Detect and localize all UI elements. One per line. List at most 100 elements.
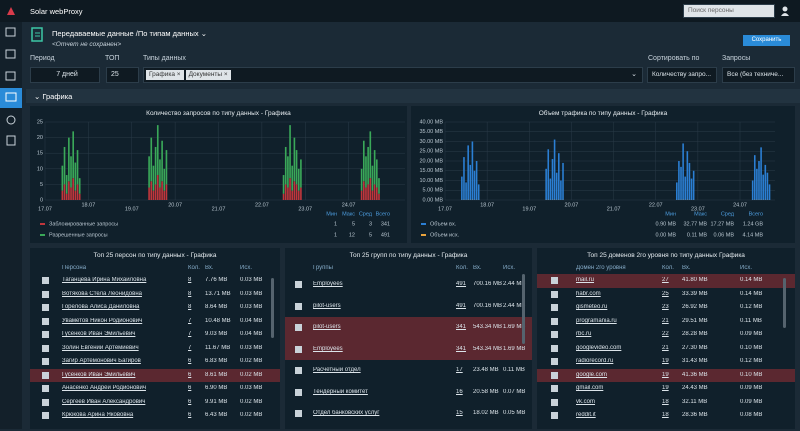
section-title[interactable]: ⌄ Графика: [34, 92, 72, 101]
row-cell[interactable]: 7: [188, 345, 205, 352]
save-button[interactable]: Сохранить: [743, 35, 790, 46]
row-cell[interactable]: 8: [188, 277, 205, 284]
row-name[interactable]: Тендерный комитет: [313, 389, 456, 396]
scrollbar[interactable]: [783, 278, 786, 328]
row-name[interactable]: Employees: [313, 281, 456, 288]
row-cell[interactable]: 7: [188, 331, 205, 338]
row-cell[interactable]: 341: [456, 346, 473, 353]
row-name[interactable]: habr.com: [576, 291, 662, 298]
search[interactable]: Поиск персоны: [683, 4, 775, 18]
row-cell[interactable]: 6: [188, 412, 205, 419]
row-cell[interactable]: 21: [662, 345, 682, 352]
row-name[interactable]: Расчетный отдел: [313, 367, 456, 374]
row-name[interactable]: vk.com: [576, 399, 662, 406]
row-name[interactable]: reddit.it: [576, 412, 662, 419]
section-bar[interactable]: [26, 89, 800, 103]
row-name[interactable]: Вотякова Стела Леонидовна: [62, 291, 188, 298]
row-cell[interactable]: 8: [188, 291, 205, 298]
row-cell[interactable]: 23: [662, 304, 682, 311]
row-name[interactable]: google.com: [576, 372, 662, 379]
row-name[interactable]: Загир Артемонович Багиров: [62, 358, 188, 365]
row-cell[interactable]: 25: [662, 291, 682, 298]
requests-select[interactable]: Все (без техниче...: [722, 67, 795, 83]
row-cell[interactable]: 19: [662, 385, 682, 392]
types-input[interactable]: Графика ×Документы ×⌄: [143, 67, 643, 83]
row-name[interactable]: radiorecord.ru: [576, 358, 662, 365]
report-title[interactable]: Передаваемые данные /По типам данных ⌄: [52, 29, 207, 38]
row-name[interactable]: Таганцева Ирина Михайловна: [62, 277, 188, 284]
scrollbar[interactable]: [271, 278, 274, 338]
row-name[interactable]: pilot-users: [313, 324, 456, 331]
user-icon[interactable]: [780, 5, 792, 17]
row-name[interactable]: gmail.com: [576, 385, 662, 392]
row-cell[interactable]: 18: [662, 412, 682, 419]
row-name[interactable]: rbc.ru: [576, 331, 662, 338]
row-name[interactable]: Крюкова Арина Якововна: [62, 412, 188, 419]
row-cell[interactable]: 341: [456, 324, 473, 331]
row-cell[interactable]: 6: [188, 372, 205, 379]
row-cell[interactable]: 27: [662, 277, 682, 284]
type-tag[interactable]: Графика ×: [146, 70, 184, 80]
row-cell[interactable]: 6: [188, 385, 205, 392]
row-name[interactable]: Employees: [313, 346, 456, 353]
sort-select[interactable]: Количеству запро...: [647, 67, 717, 83]
row-cell[interactable]: 19: [662, 372, 682, 379]
row-name[interactable]: pilot-users: [313, 303, 456, 310]
row-cell[interactable]: 6: [188, 358, 205, 365]
row-name[interactable]: mail.ru: [576, 277, 662, 284]
row-name[interactable]: Горелова Алиса Даниловна: [62, 304, 188, 311]
row-cell[interactable]: 18: [662, 399, 682, 406]
row-cell[interactable]: 19: [662, 358, 682, 365]
row-name[interactable]: Уваметов Никон Родионович: [62, 318, 188, 325]
row-cell[interactable]: 22: [662, 331, 682, 338]
row-cell[interactable]: 8: [188, 304, 205, 311]
row-cell[interactable]: 7: [188, 318, 205, 325]
row-name[interactable]: Гусенков Иван Эмильевич: [62, 331, 188, 338]
row-cell[interactable]: 15: [456, 410, 473, 417]
row-name[interactable]: Гусенков Иван Эмильевич: [62, 372, 188, 379]
row-name[interactable]: gismeteo.ru: [576, 304, 662, 311]
type-tag[interactable]: Документы ×: [186, 70, 231, 80]
row-name[interactable]: Анасенко Андрей Родионович: [62, 385, 188, 392]
row-cell[interactable]: 6: [188, 399, 205, 406]
row-cell[interactable]: 491: [456, 281, 473, 288]
row-name[interactable]: Золин Евгений Артемиевич: [62, 345, 188, 352]
row-cell[interactable]: 17: [456, 367, 473, 374]
row-name[interactable]: Сергеев Иван Александрович: [62, 399, 188, 406]
row-name[interactable]: googlevideo.com: [576, 345, 662, 352]
row-cell[interactable]: 21: [662, 318, 682, 325]
row-cell[interactable]: 491: [456, 303, 473, 310]
period-input[interactable]: 7 дней: [30, 67, 100, 83]
row-name[interactable]: Отдел банковских услуг: [313, 410, 456, 417]
row-name[interactable]: programania.ru: [576, 318, 662, 325]
scrollbar[interactable]: [522, 274, 525, 344]
